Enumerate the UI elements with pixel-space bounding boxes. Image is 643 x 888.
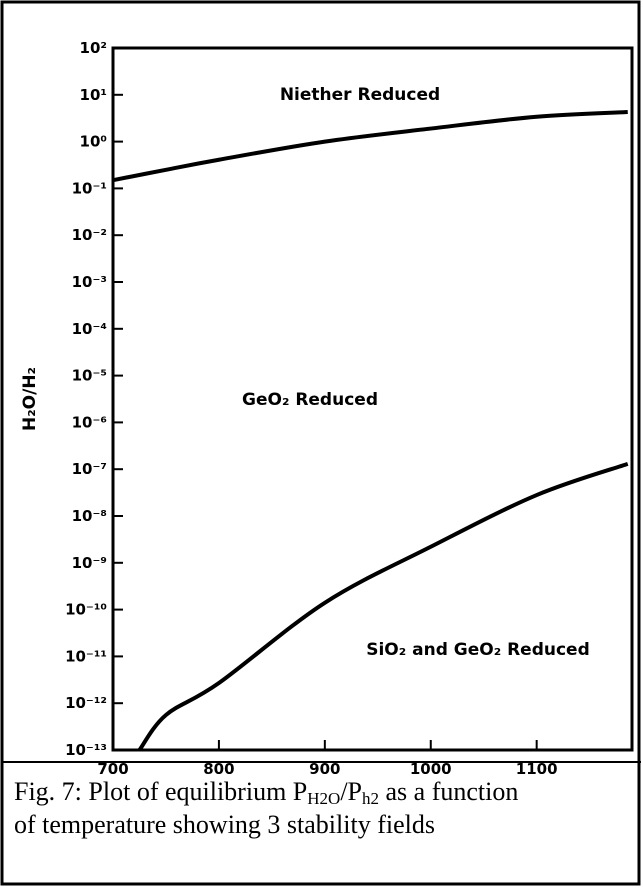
y-tick-label: 10¹ [80,86,107,104]
caption-line: Fig. 7: Plot of equilibrium PH2O/Ph2 as … [14,777,518,808]
x-tick-label: 900 [309,760,340,778]
x-tick-label: 1000 [410,760,452,778]
caption-part: h2 [362,789,379,808]
y-tick-label: 10⁻¹ [72,179,107,197]
y-tick-label: 10⁻⁵ [72,367,107,385]
y-tick-label: 10⁻¹³ [65,741,107,759]
y-tick-label: 10⁻² [72,226,107,244]
x-tick-label: 800 [203,760,234,778]
annotation: GeO₂ Reduced [242,390,378,410]
y-tick-label: 10² [80,39,107,57]
y-tick-label: 10⁻¹⁰ [65,601,107,619]
caption-part: of temperature showing 3 stability field… [14,810,435,839]
caption-part: H2O [307,789,340,808]
y-tick-label: 10⁻³ [72,273,107,291]
plot-frame [111,46,634,752]
caption-line: of temperature showing 3 stability field… [14,810,435,839]
annotation: Niether Reduced [280,85,440,105]
y-tick-label: 10⁻¹² [65,694,107,712]
y-tick-label: 10⁻⁷ [72,460,107,478]
x-tick-label: 1100 [516,760,558,778]
y-tick-label: 10⁻⁴ [72,320,107,338]
y-tick-label: 10⁻¹¹ [65,647,107,665]
y-tick-label: 10⁰ [80,133,107,151]
curve [137,461,629,752]
caption-part: /P [340,777,362,806]
y-tick-label: 10⁻⁸ [72,507,107,525]
caption-part: as a function [379,777,518,806]
x-tick-label: 700 [97,760,128,778]
annotation: SiO₂ and GeO₂ Reduced [366,640,590,660]
caption-part: Fig. 7: Plot of equilibrium P [14,777,307,806]
y-tick-label: 10⁻⁶ [72,413,107,431]
curve [112,109,628,183]
y-tick-label: 10⁻⁹ [72,554,107,572]
y-axis-label: H₂O/H₂ [20,367,40,431]
